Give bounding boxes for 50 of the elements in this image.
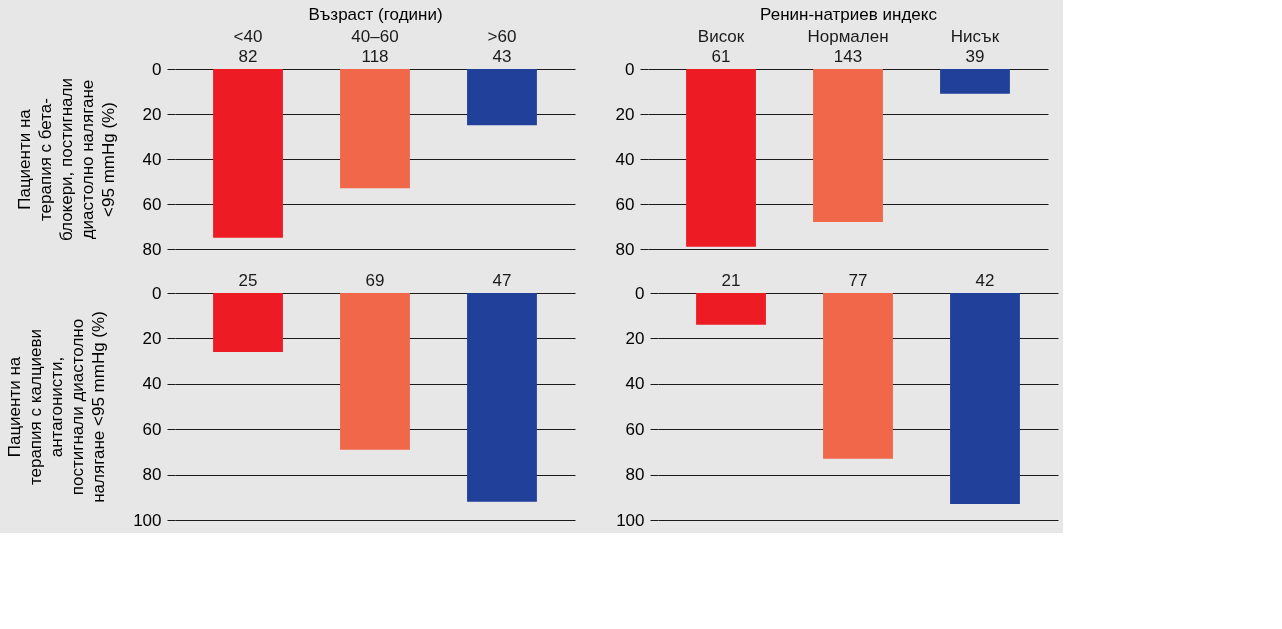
y-axis-title: Пациенти на терапия с калциеви антагонисти, постигнали диастолно налягане <95 mmHg (%) <box>5 311 109 503</box>
y-tick-label: 80 <box>142 465 162 485</box>
y-tick-label: 80 <box>625 465 645 485</box>
bar <box>950 293 1020 505</box>
y-tick-label: 80 <box>615 239 635 259</box>
y-tick-label: 20 <box>142 328 162 348</box>
x-tick-label: 47 <box>492 271 512 290</box>
x-axis-title: Възраст (години) <box>308 4 443 24</box>
y-tick-label: 40 <box>615 149 635 169</box>
bar <box>940 69 1010 94</box>
y-tick-label: 100 <box>133 510 162 530</box>
x-tick-label: Нисък 39 <box>950 27 1000 66</box>
y-tick-label: 80 <box>142 239 162 259</box>
y-tick-label: 60 <box>625 419 645 439</box>
y-tick-label: 0 <box>152 59 162 79</box>
bar <box>213 293 283 353</box>
x-tick-label: >60 43 <box>487 27 517 66</box>
x-tick-label: 40–60 118 <box>351 27 399 66</box>
bar <box>813 69 883 222</box>
x-tick-label: 42 <box>975 271 995 290</box>
y-tick-label: 60 <box>142 419 162 439</box>
y-tick-label: 40 <box>625 374 645 394</box>
bar <box>696 293 766 325</box>
bar <box>686 69 756 247</box>
y-tick-label: 40 <box>142 149 162 169</box>
y-tick-label: 0 <box>625 59 635 79</box>
x-tick-label: Нормален 143 <box>807 27 889 66</box>
x-axis-title: Ренин-натриев индекс <box>760 4 938 24</box>
bar <box>467 69 537 126</box>
y-tick-label: 60 <box>142 194 162 214</box>
y-tick-label: 20 <box>625 328 645 348</box>
y-tick-label: 0 <box>152 283 162 303</box>
bar <box>340 293 410 450</box>
bar <box>467 293 537 502</box>
y-tick-label: 60 <box>615 194 635 214</box>
bar <box>823 293 893 459</box>
x-tick-label: <40 82 <box>233 27 263 66</box>
bar <box>340 69 410 189</box>
bar <box>213 69 283 238</box>
x-tick-label: 25 <box>238 271 258 290</box>
y-tick-label: 20 <box>142 104 162 124</box>
x-tick-label: 21 <box>721 271 741 290</box>
x-tick-label: 77 <box>848 271 868 290</box>
y-tick-label: 40 <box>142 374 162 394</box>
x-tick-label: 69 <box>365 271 385 290</box>
y-tick-label: 20 <box>615 104 635 124</box>
y-tick-label: 0 <box>635 283 645 303</box>
x-tick-label: Висок 61 <box>697 27 745 66</box>
y-tick-label: 100 <box>616 510 645 530</box>
y-axis-title: Пациенти на терапия с бета- блокери, постигнали диастолно налягане <95 mmHg (%) <box>14 78 118 241</box>
